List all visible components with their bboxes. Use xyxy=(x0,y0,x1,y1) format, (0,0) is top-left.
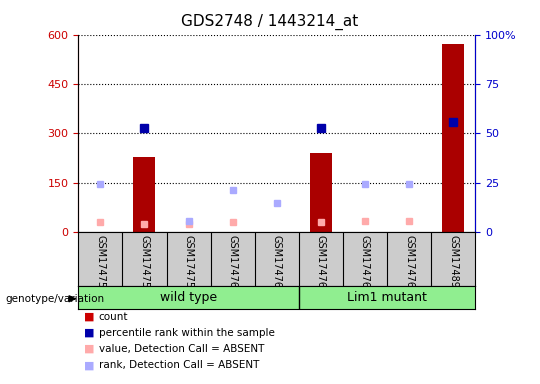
Bar xyxy=(310,153,332,232)
Text: wild type: wild type xyxy=(160,291,217,304)
Text: GDS2748 / 1443214_at: GDS2748 / 1443214_at xyxy=(181,13,359,30)
Text: ■: ■ xyxy=(84,312,94,322)
Text: value, Detection Call = ABSENT: value, Detection Call = ABSENT xyxy=(99,344,264,354)
Text: GSM174763: GSM174763 xyxy=(360,235,370,294)
Text: ■: ■ xyxy=(84,344,94,354)
Text: rank, Detection Call = ABSENT: rank, Detection Call = ABSENT xyxy=(99,360,259,370)
Text: GSM174758: GSM174758 xyxy=(139,235,150,294)
Bar xyxy=(133,157,156,232)
Text: ■: ■ xyxy=(84,360,94,370)
Text: GSM174891: GSM174891 xyxy=(448,235,458,294)
Text: GSM174764: GSM174764 xyxy=(404,235,414,294)
Bar xyxy=(442,45,464,232)
Text: GSM174761: GSM174761 xyxy=(272,235,282,294)
Text: Lim1 mutant: Lim1 mutant xyxy=(347,291,427,304)
Text: GSM174760: GSM174760 xyxy=(228,235,238,294)
Text: GSM174757: GSM174757 xyxy=(96,235,105,295)
Text: count: count xyxy=(99,312,129,322)
Text: genotype/variation: genotype/variation xyxy=(5,294,105,304)
Text: percentile rank within the sample: percentile rank within the sample xyxy=(99,328,275,338)
Text: GSM174762: GSM174762 xyxy=(316,235,326,294)
Text: ■: ■ xyxy=(84,328,94,338)
Text: GSM174759: GSM174759 xyxy=(184,235,193,294)
